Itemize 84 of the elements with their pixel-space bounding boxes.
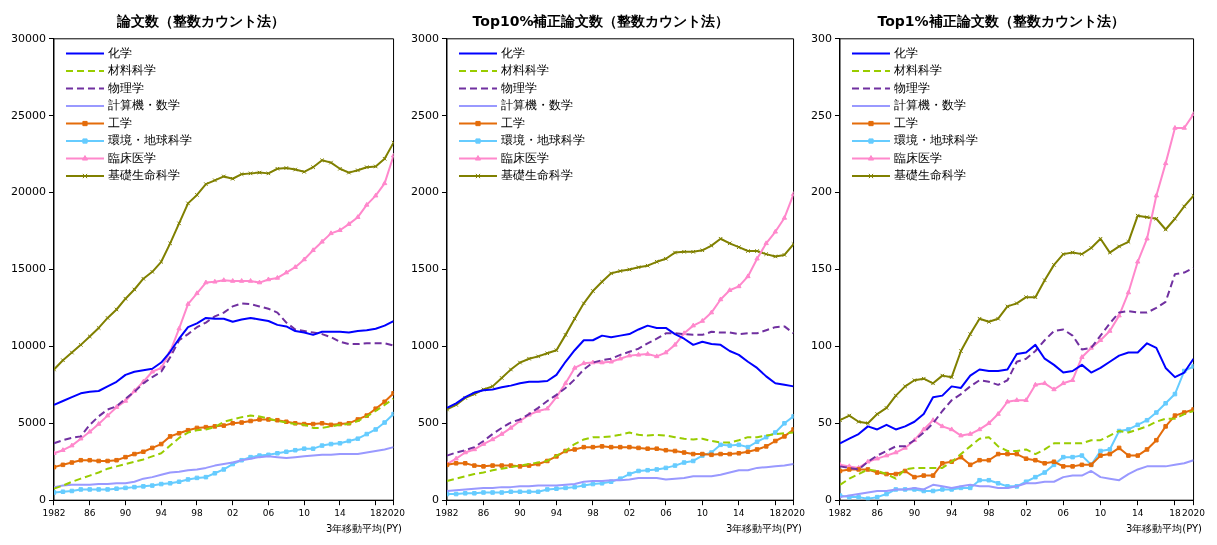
legend-label: 計算機・数学 — [500, 98, 573, 113]
y-tick-label: 10000 — [10, 339, 46, 353]
y-tick-label: 15000 — [10, 262, 46, 276]
legend-label: 環境・地球科学 — [894, 133, 978, 148]
x-tick-label: 94 — [550, 507, 563, 518]
y-tick-label: 1500 — [410, 262, 439, 276]
x-tick-label: 98 — [587, 507, 599, 518]
x-tick-label: 10 — [298, 507, 311, 518]
x-tick-label: 06 — [1057, 507, 1070, 518]
legend-label: 計算機・数学 — [894, 98, 966, 113]
legend-label: 環境・地球科学 — [500, 133, 585, 148]
x-tick-label: 1982 — [42, 507, 66, 518]
legend-label: 材料科学 — [499, 63, 549, 78]
x-tick-label: 1982 — [435, 507, 459, 518]
y-tick-label: 2500 — [410, 108, 439, 122]
legend-label: 材料科学 — [106, 63, 156, 78]
x-tick-label: 02 — [226, 507, 239, 518]
y-tick-label: 0 — [38, 493, 46, 507]
y-tick-label: 3000 — [410, 31, 439, 45]
legend-label: 化学 — [894, 45, 918, 60]
y-tick-label: 500 — [417, 416, 439, 430]
x-tick-label: 1982 — [828, 507, 852, 518]
legend-label: 材料科学 — [893, 63, 942, 78]
y-tick-label: 5000 — [17, 416, 46, 430]
x-tick-label: 98 — [983, 507, 995, 518]
chart-title: Top1%補正論文数（整数カウント法） — [877, 13, 1125, 30]
legend-label: 臨床医学 — [500, 150, 549, 165]
legend-label: 物理学 — [107, 80, 144, 95]
x-tick-label: 18 — [369, 507, 382, 518]
legend-label: 基礎生命科学 — [894, 168, 966, 183]
text: 3年移動平均(PY) — [725, 522, 803, 534]
x-tick-label: 10 — [1094, 507, 1107, 518]
x-tick-label: 86 — [84, 507, 96, 518]
y-tick-label: 200 — [811, 185, 832, 199]
y-tick-label: 300 — [811, 31, 832, 45]
x-tick-label: 10 — [696, 507, 709, 518]
y-tick-label: 25000 — [10, 108, 46, 122]
y-tick-label: 1000 — [410, 339, 439, 353]
y-tick-label: 100 — [811, 339, 832, 353]
y-tick-label: 2000 — [410, 185, 439, 199]
legend-label: 環境・地球科学 — [107, 133, 192, 148]
x-tick-label: 94 — [945, 507, 958, 518]
x-tick-label: 86 — [871, 507, 884, 518]
y-tick-label: 50 — [818, 416, 832, 430]
x-tick-label: 14 — [1132, 507, 1144, 518]
y-tick-label: 0 — [431, 493, 439, 507]
y-tick-label: 250 — [811, 108, 832, 122]
x-tick-label: 14 — [733, 507, 745, 518]
x-tick-label: 2020 — [1182, 507, 1206, 518]
y-tick-label: 150 — [811, 262, 832, 276]
x-tick-label: 90 — [514, 507, 526, 518]
chart-title: 論文数（整数カウント法） — [116, 13, 285, 30]
y-tick-label: 30000 — [10, 31, 46, 45]
legend-label: 臨床医学 — [894, 150, 942, 165]
x-tick-label: 90 — [119, 507, 132, 518]
legend-label: 工学 — [500, 115, 525, 130]
legend-label: 基礎生命科学 — [500, 168, 573, 183]
y-tick-label: 20000 — [10, 185, 46, 199]
x-tick-label: 98 — [191, 507, 203, 518]
text: 3年移動平均(PY) — [1125, 522, 1203, 534]
x-tick-label: 2020 — [382, 507, 406, 518]
legend-label: 化学 — [500, 45, 525, 60]
legend-label: 物理学 — [500, 80, 537, 95]
x-tick-label: 94 — [155, 507, 168, 518]
legend-label: 化学 — [107, 45, 132, 60]
x-tick-label: 14 — [334, 507, 346, 518]
x-tick-label: 90 — [908, 507, 921, 518]
x-tick-label: 06 — [660, 507, 672, 518]
x-tick-label: 2020 — [782, 507, 806, 518]
legend-label: 物理学 — [894, 80, 930, 95]
legend-label: 工学 — [107, 115, 132, 130]
legend-label: 基礎生命科学 — [107, 168, 180, 183]
x-tick-label: 18 — [769, 507, 782, 518]
legend-label: 計算機・数学 — [107, 98, 180, 113]
legend-label: 工学 — [894, 115, 918, 130]
text: 3年移動平均(PY) — [325, 522, 403, 534]
x-tick-label: 06 — [262, 507, 275, 518]
chart-title: Top10%補正論文数（整数カウント法） — [472, 13, 730, 30]
x-tick-label: 02 — [1020, 507, 1032, 518]
x-tick-label: 86 — [477, 507, 490, 518]
x-tick-label: 02 — [623, 507, 636, 518]
legend-label: 臨床医学 — [107, 150, 156, 165]
x-tick-label: 18 — [1169, 507, 1181, 518]
y-tick-label: 0 — [825, 493, 832, 507]
